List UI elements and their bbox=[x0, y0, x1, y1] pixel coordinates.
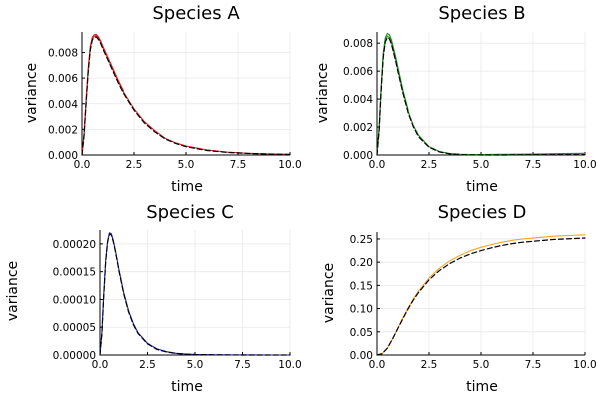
x-tick-label: 2.5 bbox=[421, 359, 438, 371]
x-tick-label: 5.0 bbox=[473, 159, 490, 171]
y-tick-label: 0.000 bbox=[343, 150, 373, 162]
x-tick-label: 5.0 bbox=[187, 359, 204, 371]
y-tick-label: 0.002 bbox=[48, 124, 78, 136]
x-tick-label: 7.5 bbox=[525, 359, 542, 371]
series-line-reference bbox=[81, 36, 291, 156]
y-axis-label: variance bbox=[24, 63, 40, 123]
y-tick-label: 0.10 bbox=[350, 304, 373, 316]
x-tick-label: 5.0 bbox=[178, 159, 195, 171]
y-tick-label: 0.00 bbox=[350, 350, 373, 362]
x-tick-label: 10.0 bbox=[278, 359, 301, 371]
chart-title: Species A bbox=[152, 3, 240, 24]
subplot-species-a: Species A time variance 0.0 2.5 5.0 7.5 10.0… bbox=[24, 3, 302, 195]
x-axis-label: time bbox=[466, 179, 498, 195]
x-axis-label: time bbox=[466, 379, 498, 395]
y-tick-label: 0.006 bbox=[48, 73, 78, 85]
x-tick-label: 10.0 bbox=[573, 159, 596, 171]
y-tick-label: 0.00005 bbox=[53, 322, 96, 334]
x-tick-label: 0.0 bbox=[92, 359, 109, 371]
x-tick-label: 5.0 bbox=[473, 359, 490, 371]
x-tick-label: 10.0 bbox=[278, 159, 301, 171]
y-tick-label: 0.00010 bbox=[53, 294, 96, 306]
x-axis-label: time bbox=[171, 179, 203, 195]
x-tick-label: 2.5 bbox=[126, 159, 143, 171]
y-tick-label: 0.25 bbox=[350, 234, 373, 246]
y-tick-label: 0.20 bbox=[350, 257, 373, 269]
subplot-species-d: Species D time variance 0.0 2.5 5.0 7.5 10.0… bbox=[321, 202, 597, 395]
y-tick-label: 0.008 bbox=[343, 38, 373, 50]
y-tick-label: 0.00020 bbox=[53, 239, 96, 251]
y-axis-label: variance bbox=[321, 263, 337, 323]
y-tick-label: 0.004 bbox=[48, 99, 78, 111]
x-axis-label: time bbox=[171, 379, 203, 395]
chart-title: Species C bbox=[146, 202, 234, 223]
y-tick-label: 0.006 bbox=[343, 66, 373, 78]
series-line-reference bbox=[376, 36, 586, 156]
x-tick-label: 10.0 bbox=[573, 359, 596, 371]
y-tick-label: 0.15 bbox=[350, 280, 373, 292]
chart-title: Species D bbox=[438, 202, 527, 223]
y-tick-label: 0.00015 bbox=[53, 267, 96, 279]
x-tick-label: 0.0 bbox=[369, 359, 386, 371]
subplot-species-b: Species B time variance 0.0 2.5 5.0 7.5 10.0… bbox=[315, 3, 597, 195]
y-tick-label: 0.008 bbox=[48, 48, 78, 60]
x-tick-label: 7.5 bbox=[525, 159, 542, 171]
x-tick-label: 2.5 bbox=[139, 359, 156, 371]
y-tick-label: 0.000 bbox=[48, 150, 78, 162]
series-line-reference bbox=[376, 237, 586, 356]
subplot-species-c: Species C time variance 0.0 2.5 5.0 7.5 10.0… bbox=[5, 202, 302, 395]
y-tick-label: 0.05 bbox=[350, 327, 373, 339]
x-tick-label: 0.0 bbox=[369, 159, 386, 171]
y-tick-label: 0.00000 bbox=[53, 350, 96, 362]
x-tick-label: 0.0 bbox=[74, 159, 91, 171]
chart-title: Species B bbox=[438, 3, 525, 24]
series-line-reference bbox=[99, 233, 291, 356]
x-tick-label: 7.5 bbox=[230, 159, 247, 171]
y-tick-label: 0.002 bbox=[343, 122, 373, 134]
y-axis-label: variance bbox=[5, 261, 21, 321]
x-tick-label: 2.5 bbox=[421, 159, 438, 171]
x-tick-label: 7.5 bbox=[234, 359, 251, 371]
y-axis-label: variance bbox=[315, 63, 331, 123]
y-tick-label: 0.004 bbox=[343, 94, 373, 106]
